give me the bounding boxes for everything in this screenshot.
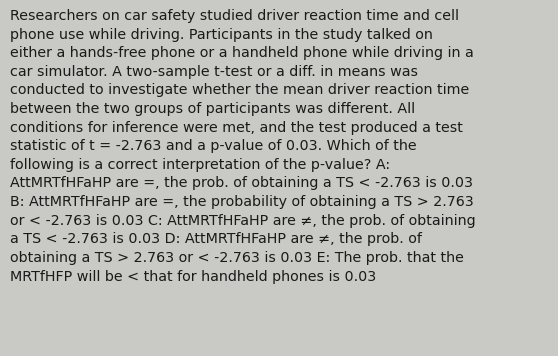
- Text: Researchers on car safety studied driver reaction time and cell
phone use while : Researchers on car safety studied driver…: [10, 9, 475, 284]
